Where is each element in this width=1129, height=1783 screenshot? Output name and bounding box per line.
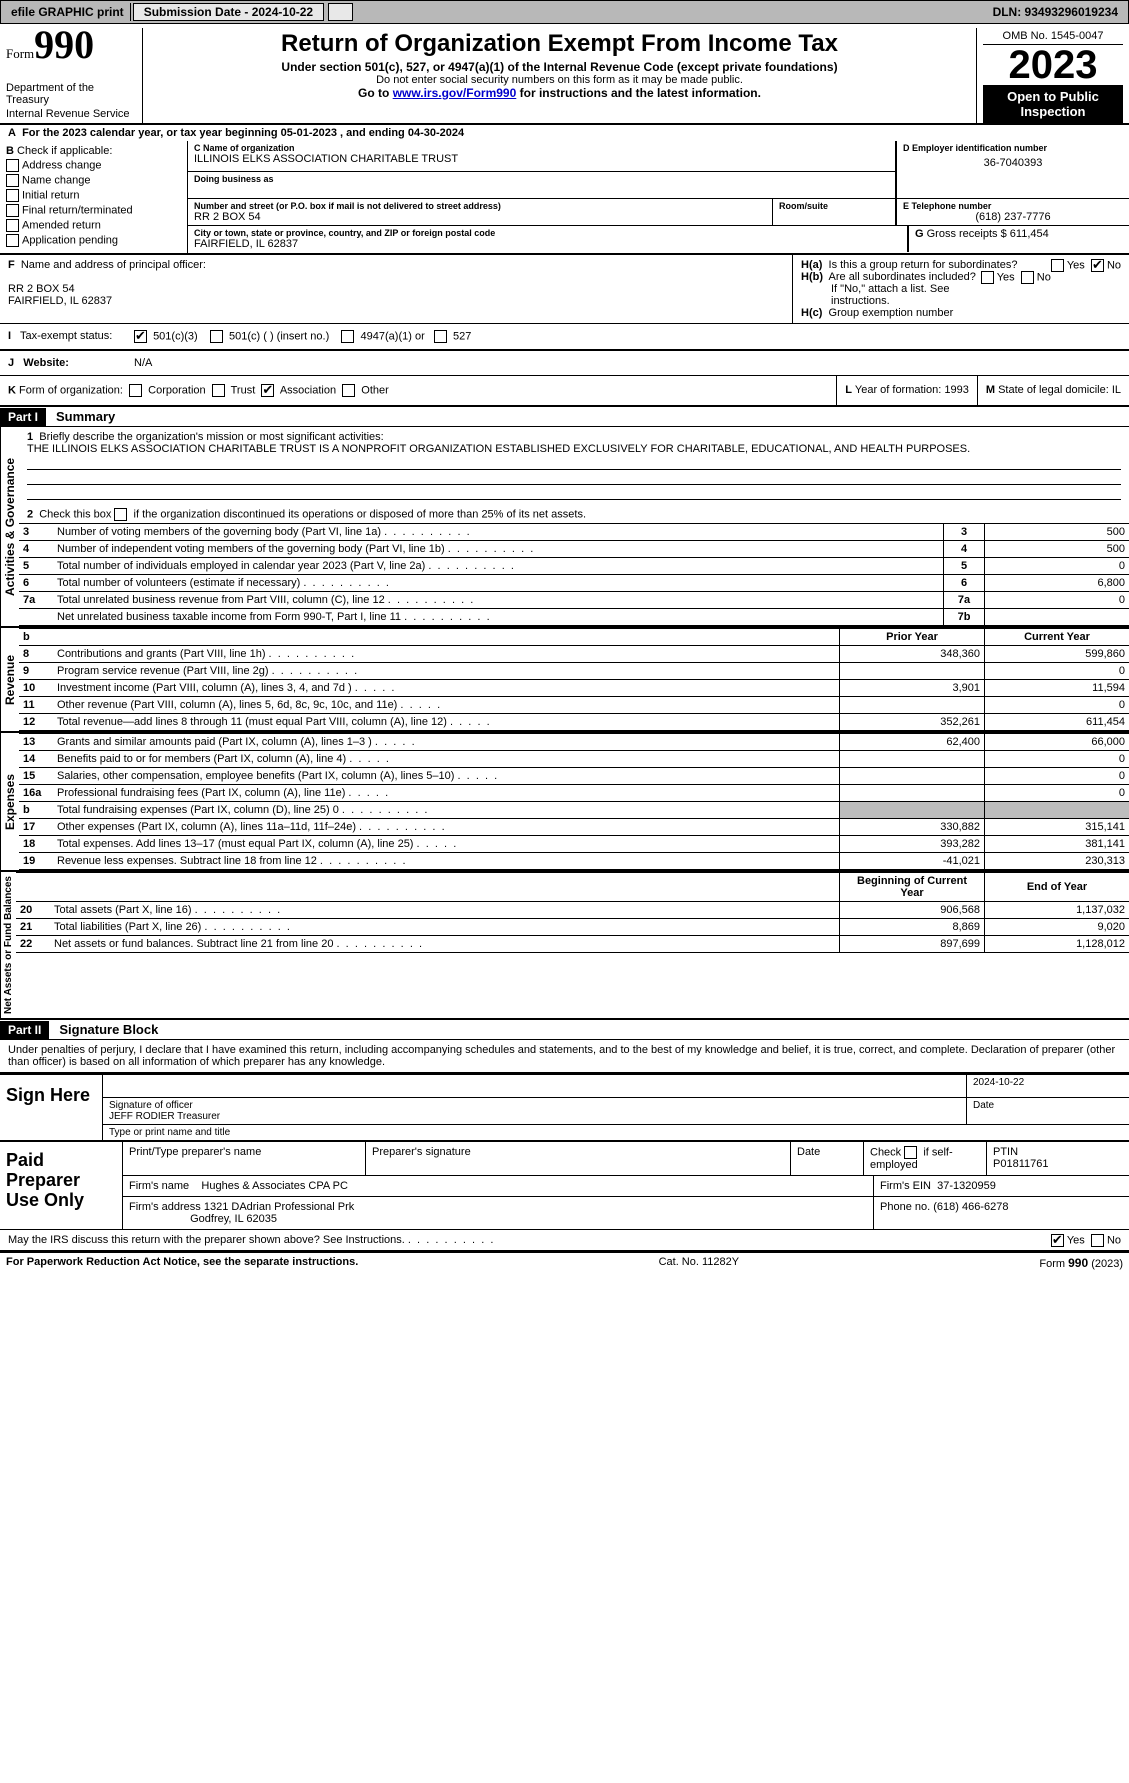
revenue-table: bPrior YearCurrent Year8Contributions an… (19, 628, 1129, 731)
h-a-yes[interactable] (1051, 259, 1064, 272)
paid-preparer-label: Paid Preparer Use Only (0, 1142, 122, 1229)
side-activities-governance: Activities & Governance (0, 427, 19, 626)
h-b-note: If "No," attach a list. See instructions… (801, 283, 1121, 307)
city-value: FAIRFIELD, IL 62837 (194, 238, 901, 250)
gross-receipts: G Gross receipts $ 611,454 (909, 225, 1129, 242)
page-footer: For Paperwork Reduction Act Notice, see … (0, 1252, 1129, 1273)
dln-label: DLN: 93493296019234 (993, 5, 1124, 19)
discuss-no[interactable] (1091, 1234, 1104, 1247)
check-application-pending[interactable] (6, 234, 19, 247)
expenses-table: 13Grants and similar amounts paid (Part … (19, 733, 1129, 870)
open-inspection-badge: Open to Public Inspection (983, 85, 1123, 123)
officer-signature-label: Signature of officer JEFF RODIER Treasur… (103, 1098, 967, 1125)
sign-date-label: Date (967, 1098, 1129, 1125)
q1-text: THE ILLINOIS ELKS ASSOCIATION CHARITABLE… (27, 443, 970, 455)
website-value: N/A (126, 351, 160, 375)
sign-here-label: Sign Here (0, 1075, 102, 1140)
org-name-label: C Name of organization (194, 143, 889, 153)
form-number: Form990 (6, 28, 136, 62)
check-address-change[interactable] (6, 159, 19, 172)
section-k: K Form of organization: Corporation Trus… (0, 376, 836, 405)
netassets-table: Beginning of Current YearEnd of Year20To… (16, 872, 1129, 953)
part1-header: Part I Summary (0, 407, 1129, 427)
preparer-signature-label: Preparer's signature (366, 1142, 791, 1176)
form990-link[interactable]: www.irs.gov/Form990 (393, 86, 517, 100)
firm-ein: Firm's EIN 37-1320959 (874, 1176, 1129, 1197)
side-revenue: Revenue (0, 628, 19, 731)
officer-signature-field[interactable] (103, 1075, 967, 1098)
check-amended-return[interactable] (6, 219, 19, 232)
phone-value: (618) 237-7776 (903, 211, 1123, 223)
blank-button[interactable] (328, 3, 353, 21)
ein-value: 36-7040393 (903, 153, 1123, 169)
h-b-yes[interactable] (981, 271, 994, 284)
submission-date-button[interactable]: Submission Date - 2024-10-22 (133, 3, 324, 21)
phone-label: E Telephone number (903, 201, 1123, 211)
firm-phone: Phone no. (618) 466-6278 (874, 1197, 1129, 1229)
discuss-line: May the IRS discuss this return with the… (0, 1230, 1129, 1252)
discuss-yes[interactable] (1051, 1234, 1064, 1247)
ein-label: D Employer identification number (903, 143, 1123, 153)
check-association[interactable] (261, 384, 274, 397)
check-other[interactable] (342, 384, 355, 397)
h-a-no[interactable] (1091, 259, 1104, 272)
form-title: Return of Organization Exempt From Incom… (151, 30, 968, 58)
section-h: H(a) Is this a group return for subordin… (792, 255, 1129, 323)
name-title-label: Type or print name and title (103, 1125, 1129, 1140)
preparer-name-label: Print/Type preparer's name (123, 1142, 366, 1176)
governance-table: 3Number of voting members of the governi… (19, 523, 1129, 626)
line-a: A For the 2023 calendar year, or tax yea… (0, 125, 1129, 141)
section-l: L Year of formation: 1993 (836, 376, 977, 405)
dba-label: Doing business as (194, 174, 889, 184)
irs-label: Internal Revenue Service (6, 106, 136, 122)
check-501c3[interactable] (134, 330, 147, 343)
check-501c[interactable] (210, 330, 223, 343)
efile-label: efile GRAPHIC print (5, 3, 131, 21)
top-toolbar: efile GRAPHIC print Submission Date - 20… (0, 0, 1129, 24)
h-b-no[interactable] (1021, 271, 1034, 284)
firm-name: Firm's name Hughes & Associates CPA PC (123, 1176, 874, 1197)
check-initial-return[interactable] (6, 189, 19, 202)
ptin-cell: PTINP01811761 (987, 1142, 1129, 1176)
check-trust[interactable] (212, 384, 225, 397)
side-expenses: Expenses (0, 733, 19, 870)
side-net-assets: Net Assets or Fund Balances (0, 872, 16, 1018)
check-527[interactable] (434, 330, 447, 343)
section-f: F Name and address of principal officer:… (0, 255, 792, 323)
tax-year: 2023 (983, 45, 1123, 85)
street-value: RR 2 BOX 54 (194, 211, 766, 223)
ssn-note: Do not enter social security numbers on … (151, 74, 968, 86)
form-header: Form990 Department of the Treasury Inter… (0, 24, 1129, 125)
goto-line: Go to www.irs.gov/Form990 for instructio… (151, 86, 968, 100)
org-name: ILLINOIS ELKS ASSOCIATION CHARITABLE TRU… (194, 153, 889, 165)
street-label: Number and street (or P.O. box if mail i… (194, 201, 766, 211)
city-label: City or town, state or province, country… (194, 228, 901, 238)
sign-date-value: 2024-10-22 (967, 1075, 1129, 1098)
department-label: Department of the Treasury (6, 80, 136, 108)
check-final-return[interactable] (6, 204, 19, 217)
check-corporation[interactable] (129, 384, 142, 397)
check-discontinued[interactable] (114, 508, 127, 521)
room-label: Room/suite (779, 201, 889, 211)
part2-header: Part II Signature Block (0, 1020, 1129, 1040)
perjury-declaration: Under penalties of perjury, I declare th… (0, 1040, 1129, 1072)
form-subtitle: Under section 501(c), 527, or 4947(a)(1)… (151, 60, 968, 74)
self-employed-check: Check if self-employed (864, 1142, 987, 1176)
firm-address: Firm's address 1321 DAdrian Professional… (123, 1197, 874, 1229)
dba-value (194, 184, 889, 196)
preparer-date-label: Date (791, 1142, 864, 1176)
check-4947a1[interactable] (341, 330, 354, 343)
q1-label: Briefly describe the organization's miss… (39, 431, 383, 443)
check-self-employed[interactable] (904, 1146, 917, 1159)
section-b: B Check if applicable: Address change Na… (0, 141, 188, 253)
section-m: M State of legal domicile: IL (977, 376, 1129, 405)
check-name-change[interactable] (6, 174, 19, 187)
